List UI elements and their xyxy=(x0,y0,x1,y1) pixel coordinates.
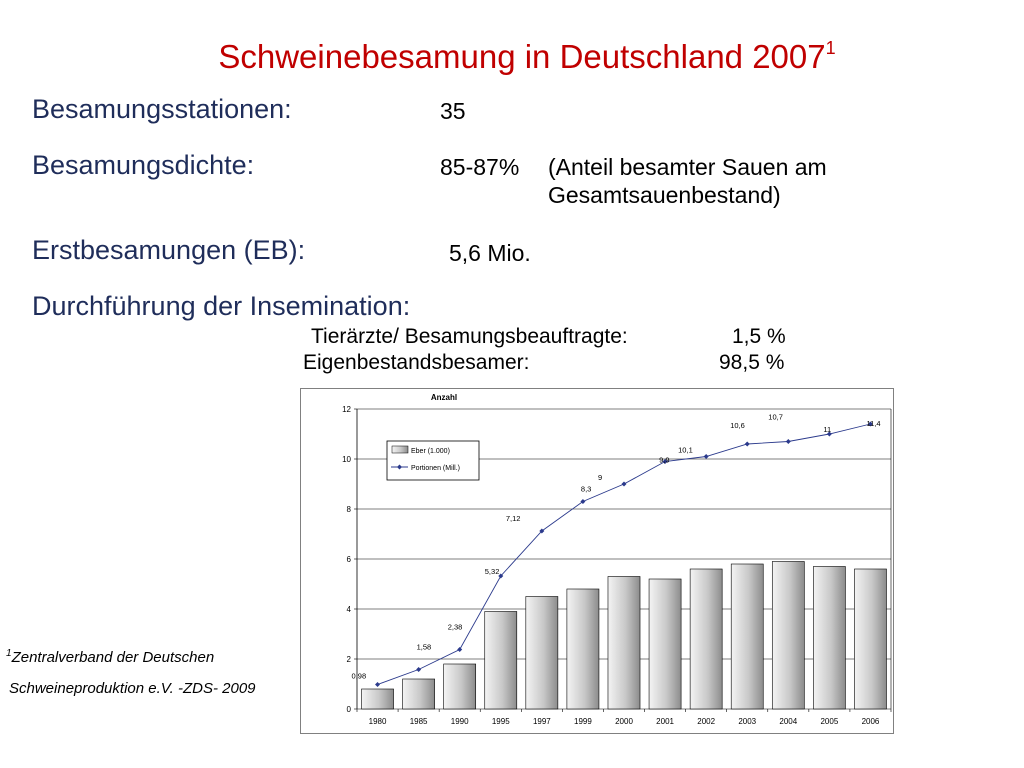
bar xyxy=(607,576,641,710)
x-tick-label: 2004 xyxy=(779,717,797,726)
x-tick-label: 1990 xyxy=(451,717,469,726)
footnote-line2: Schweineproduktion e.V. -ZDS- 2009 xyxy=(9,680,256,697)
execution-label: Durchführung der Insemination: xyxy=(32,291,411,321)
first-insemination-label: Erstbesamungen (EB): xyxy=(32,235,306,265)
line-point xyxy=(785,439,791,444)
data-label: 10,1 xyxy=(678,446,693,455)
first-insemination-value: 5,6 Mio. xyxy=(449,240,531,266)
density-note-line1: (Anteil besamter Sauen am xyxy=(548,154,827,180)
data-label: 0,98 xyxy=(352,672,367,681)
bar xyxy=(525,596,559,710)
data-label: 2,38 xyxy=(448,623,463,632)
chart-title: Anzahl xyxy=(431,393,457,402)
bar xyxy=(443,663,477,710)
density-label: Besamungsdichte: xyxy=(32,150,255,180)
chart-frame: Anzahl 0,98 1,58 2,38 5,32 7,12 8,3 9 9,9 10,1 10… xyxy=(300,388,894,734)
chart-legend: Eber (1.000) Portionen (Mill.) xyxy=(386,440,480,481)
y-tick-label: 10 xyxy=(342,455,351,464)
data-label: 5,32 xyxy=(485,567,500,576)
footnote-line1: 1Zentralverband der Deutschen xyxy=(6,648,214,666)
x-tick-label: 1980 xyxy=(369,717,387,726)
data-label: 11 xyxy=(823,425,831,434)
legend-bar-label: Eber (1.000) xyxy=(411,448,450,455)
chart-canvas: Anzahl 0,98 1,58 2,38 5,32 7,12 8,3 9 9,9 10,1 10… xyxy=(342,393,892,726)
bar xyxy=(854,568,887,710)
data-label: 10,6 xyxy=(730,421,745,430)
x-tick-label: 2002 xyxy=(697,717,715,726)
line-point xyxy=(375,682,381,687)
data-label: 10,7 xyxy=(768,413,783,422)
line-point xyxy=(744,441,750,447)
data-label: 9 xyxy=(598,473,602,482)
page-title: Schweinebesamung in Deutschland 20071 xyxy=(0,38,1024,76)
density-value: 85-87% xyxy=(440,154,520,180)
stations-value: 35 xyxy=(440,98,466,124)
legend-bar-swatch xyxy=(391,445,409,454)
own-inseminator-label: Eigenbestandsbesamer: xyxy=(303,351,530,374)
y-tick-label: 8 xyxy=(347,505,352,514)
vet-value: 1,5 % xyxy=(732,325,786,348)
line-point xyxy=(826,431,832,437)
bar xyxy=(730,563,764,710)
data-label: 1,58 xyxy=(417,643,432,652)
legend-line-label: Portionen (Mill.) xyxy=(411,465,460,472)
line-point xyxy=(416,667,422,672)
y-tick-label: 2 xyxy=(347,655,352,664)
x-tick-label: 1999 xyxy=(574,717,592,726)
y-tick-label: 6 xyxy=(347,555,352,564)
x-tick-label: 2001 xyxy=(656,717,674,726)
legend-line-marker xyxy=(397,464,402,470)
y-tick-label: 0 xyxy=(347,705,352,714)
x-tick-label: 1995 xyxy=(492,717,510,726)
line-point xyxy=(580,499,586,504)
bar xyxy=(402,678,435,710)
x-tick-label: 1997 xyxy=(533,717,551,726)
line-point xyxy=(457,647,463,652)
data-label: 7,12 xyxy=(506,514,521,523)
line-point xyxy=(498,573,504,579)
bar xyxy=(689,568,723,710)
axis-layer: 0 2 4 6 8 10 12 1980 1985 1990 1995 1997 1999 2000 200… xyxy=(342,405,892,726)
own-inseminator-value: 98,5 % xyxy=(719,351,785,374)
x-tick-label: 2006 xyxy=(862,717,880,726)
line-point xyxy=(662,459,668,464)
data-label: 9,9 xyxy=(659,456,669,465)
y-tick-label: 4 xyxy=(347,605,352,614)
x-tick-label: 1985 xyxy=(410,717,428,726)
footnote-text-1: Zentralverband der Deutschen xyxy=(11,649,215,666)
footnote-mark: 1 xyxy=(6,648,12,659)
bar xyxy=(361,688,394,710)
bar xyxy=(484,611,518,710)
bar xyxy=(566,588,600,710)
density-note-line2: Gesamtsauenbestand) xyxy=(548,182,781,208)
line-point xyxy=(867,421,873,427)
line-point xyxy=(539,528,545,534)
x-tick-label: 2005 xyxy=(820,717,838,726)
bars-layer xyxy=(361,561,887,710)
bar xyxy=(648,578,682,710)
x-tick-label: 2003 xyxy=(738,717,756,726)
y-tick-label: 12 xyxy=(342,405,351,414)
bar xyxy=(771,561,805,710)
stations-label: Besamungsstationen: xyxy=(32,94,292,124)
vet-label: Tierärzte/ Besamungsbeauftragte: xyxy=(311,325,628,348)
title-text: Schweinebesamung in Deutschland 2007 xyxy=(218,38,826,75)
line-point xyxy=(703,454,709,459)
data-label: 8,3 xyxy=(581,485,591,494)
title-footnote-mark: 1 xyxy=(825,38,836,58)
data-label: 11,4 xyxy=(866,419,880,428)
line-layer: 0,98 1,58 2,38 5,32 7,12 8,3 9 9,9 10,1 10,6 10,7 1… xyxy=(352,413,881,687)
bar xyxy=(813,566,846,710)
x-tick-label: 2000 xyxy=(615,717,633,726)
line-point xyxy=(621,481,627,487)
